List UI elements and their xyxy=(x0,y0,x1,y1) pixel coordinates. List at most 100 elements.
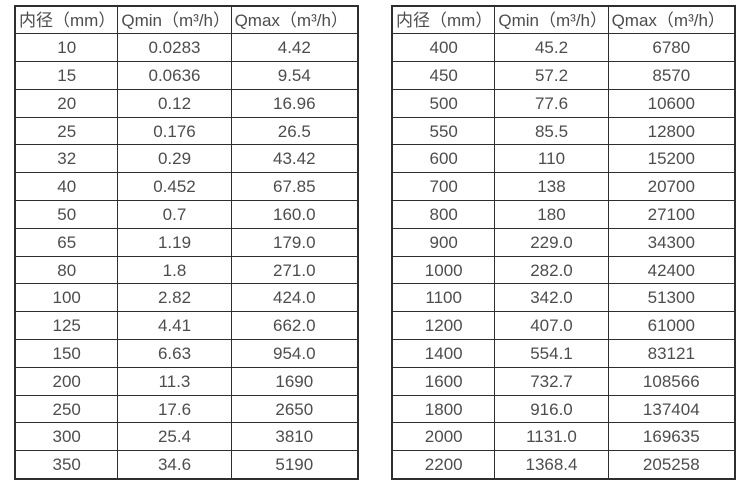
table-cell: 16.96 xyxy=(230,88,359,118)
table-row: 1800 916.0 137404 xyxy=(391,394,736,424)
table-body: 400 45.2 6780 450 57.2 8570 500 77.6 10600 550 85.… xyxy=(391,33,736,480)
table-cell: 662.0 xyxy=(230,311,359,341)
table-cell: 205258 xyxy=(607,450,736,480)
table-row: 65 1.19 179.0 xyxy=(14,227,359,257)
table-cell: 400 xyxy=(391,33,496,63)
table-cell: 250 xyxy=(14,394,119,424)
table-cell: 1600 xyxy=(391,366,496,396)
table-cell: 732.7 xyxy=(494,366,609,396)
table-cell: 0.7 xyxy=(117,200,232,229)
table-cell: 9.54 xyxy=(230,61,359,90)
table-cell: 1131.0 xyxy=(494,422,609,452)
table-cell: 300 xyxy=(14,422,119,452)
flow-rate-table-large-diameters: 内径（mm） Qmin（m³/h） Qmax（m³/h） 400 45.2 6780… xyxy=(391,5,736,480)
table-cell: 180 xyxy=(494,200,609,229)
table-row: 400 45.2 6780 xyxy=(391,33,736,63)
table-row: 1400 554.1 83121 xyxy=(391,339,736,368)
table-cell: 500 xyxy=(391,88,496,118)
table-cell: 10 xyxy=(14,33,119,63)
table-cell: 407.0 xyxy=(494,311,609,341)
header-qmax: Qmax（m³/h） xyxy=(607,5,736,35)
table-header: 内径（mm） Qmin（m³/h） Qmax（m³/h） xyxy=(391,5,736,35)
table-row: 32 0.29 43.42 xyxy=(14,144,359,174)
table-cell: 0.0283 xyxy=(117,33,232,63)
table-row: 2000 1131.0 169635 xyxy=(391,422,736,452)
table-row: 1100 342.0 51300 xyxy=(391,283,736,313)
table-cell: 32 xyxy=(14,144,119,174)
table-cell: 100 xyxy=(14,283,119,313)
table-cell: 1.8 xyxy=(117,255,232,285)
table-cell: 8570 xyxy=(607,61,736,90)
table-cell: 61000 xyxy=(607,311,736,341)
table-cell: 600 xyxy=(391,144,496,174)
table-cell: 11.3 xyxy=(117,366,232,396)
header-inner-diameter: 内径（mm） xyxy=(14,5,119,35)
table-cell: 34300 xyxy=(607,227,736,257)
table-cell: 2650 xyxy=(230,394,359,424)
table-cell: 12800 xyxy=(607,116,736,146)
table-row: 100 2.82 424.0 xyxy=(14,283,359,313)
table-row: 600 110 15200 xyxy=(391,144,736,174)
table-cell: 50 xyxy=(14,200,119,229)
table-row: 50 0.7 160.0 xyxy=(14,200,359,229)
table-cell: 1800 xyxy=(391,394,496,424)
table-cell: 2200 xyxy=(391,450,496,480)
table-cell: 83121 xyxy=(607,339,736,368)
table-cell: 554.1 xyxy=(494,339,609,368)
table-cell: 954.0 xyxy=(230,339,359,368)
table-cell: 160.0 xyxy=(230,200,359,229)
header-row: 内径（mm） Qmin（m³/h） Qmax（m³/h） xyxy=(14,5,359,35)
table-cell: 40 xyxy=(14,172,119,202)
table-cell: 67.85 xyxy=(230,172,359,202)
table-cell: 108566 xyxy=(607,366,736,396)
table-row: 300 25.4 3810 xyxy=(14,422,359,452)
table-cell: 179.0 xyxy=(230,227,359,257)
table-cell: 51300 xyxy=(607,283,736,313)
table-cell: 20 xyxy=(14,88,119,118)
table-cell: 57.2 xyxy=(494,61,609,90)
table-row: 500 77.6 10600 xyxy=(391,88,736,118)
table-cell: 916.0 xyxy=(494,394,609,424)
table-cell: 20700 xyxy=(607,172,736,202)
table-row: 20 0.12 16.96 xyxy=(14,88,359,118)
table-row: 450 57.2 8570 xyxy=(391,61,736,90)
table-row: 900 229.0 34300 xyxy=(391,227,736,257)
table-cell: 1690 xyxy=(230,366,359,396)
table-row: 1600 732.7 108566 xyxy=(391,366,736,396)
table-cell: 138 xyxy=(494,172,609,202)
table-cell: 80 xyxy=(14,255,119,285)
table-cell: 25.4 xyxy=(117,422,232,452)
table-cell: 4.41 xyxy=(117,311,232,341)
table-cell: 0.0636 xyxy=(117,61,232,90)
table-cell: 150 xyxy=(14,339,119,368)
table-row: 125 4.41 662.0 xyxy=(14,311,359,341)
table-cell: 1100 xyxy=(391,283,496,313)
table-row: 550 85.5 12800 xyxy=(391,116,736,146)
table-cell: 282.0 xyxy=(494,255,609,285)
table-row: 150 6.63 954.0 xyxy=(14,339,359,368)
table-cell: 2000 xyxy=(391,422,496,452)
table-cell: 85.5 xyxy=(494,116,609,146)
table-cell: 6.63 xyxy=(117,339,232,368)
table-cell: 27100 xyxy=(607,200,736,229)
table-cell: 17.6 xyxy=(117,394,232,424)
table-cell: 450 xyxy=(391,61,496,90)
table-row: 200 11.3 1690 xyxy=(14,366,359,396)
table-cell: 3810 xyxy=(230,422,359,452)
header-inner-diameter: 内径（mm） xyxy=(391,5,496,35)
header-qmin: Qmin（m³/h） xyxy=(117,5,232,35)
header-row: 内径（mm） Qmin（m³/h） Qmax（m³/h） xyxy=(391,5,736,35)
table-cell: 6780 xyxy=(607,33,736,63)
table-cell: 550 xyxy=(391,116,496,146)
table-cell: 0.452 xyxy=(117,172,232,202)
table-cell: 1200 xyxy=(391,311,496,341)
table-cell: 169635 xyxy=(607,422,736,452)
table-cell: 65 xyxy=(14,227,119,257)
table-cell: 350 xyxy=(14,450,119,480)
table-row: 1000 282.0 42400 xyxy=(391,255,736,285)
table-cell: 137404 xyxy=(607,394,736,424)
table-cell: 1000 xyxy=(391,255,496,285)
table-cell: 34.6 xyxy=(117,450,232,480)
table-cell: 43.42 xyxy=(230,144,359,174)
